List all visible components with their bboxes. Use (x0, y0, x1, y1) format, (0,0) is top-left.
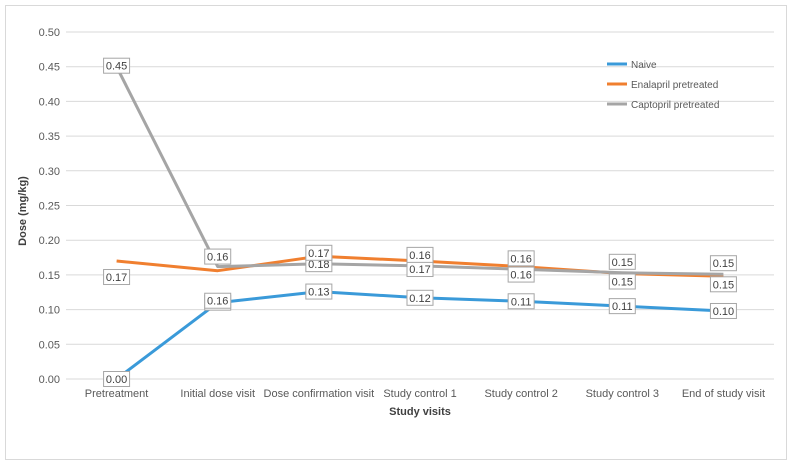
data-label: 0.16 (406, 246, 434, 263)
svg-text:0.16: 0.16 (510, 253, 531, 265)
data-label: 0.11 (507, 293, 535, 310)
y-tick-label: 0.25 (39, 201, 60, 213)
y-tick-label: 0.05 (39, 339, 60, 351)
legend-item: Enalapril pretreated (607, 80, 718, 91)
svg-text:0.12: 0.12 (409, 293, 430, 305)
svg-text:0.15: 0.15 (713, 258, 734, 270)
x-tick-label: Study control 1 (383, 388, 456, 400)
data-label: 0.45 (103, 57, 131, 74)
data-label: 0.15 (608, 273, 636, 290)
y-axis-ticks: 0.00 0.05 0.10 0.15 0.20 0.25 0.30 0.35 0.40 0.45… (39, 27, 60, 386)
svg-text:0.15: 0.15 (713, 279, 734, 291)
svg-text:0.17: 0.17 (409, 264, 430, 276)
y-tick-label: 0.40 (39, 96, 60, 108)
data-label: 0.17 (103, 269, 131, 286)
x-tick-label: Dose confirmation visit (264, 388, 375, 400)
data-label: 0.10 (709, 302, 737, 319)
legend-label: Naive (631, 60, 657, 71)
chart-frame: 0.00 0.05 0.10 0.15 0.20 0.25 0.30 0.35 0.40 0.45… (5, 5, 787, 460)
svg-text:0.17: 0.17 (308, 248, 329, 260)
data-label: 0.16 (507, 250, 535, 267)
line-chart: 0.00 0.05 0.10 0.15 0.20 0.25 0.30 0.35 0.40 0.45… (17, 27, 774, 418)
data-label: 0.15 (608, 253, 636, 270)
svg-text:0.45: 0.45 (106, 61, 127, 73)
svg-text:0.00: 0.00 (106, 374, 127, 386)
legend-item: Captopril pretreated (607, 100, 719, 111)
x-axis-title: Study visits (389, 406, 451, 418)
data-label: 0.12 (406, 289, 434, 306)
data-label: 0.16 (204, 292, 232, 309)
data-label: 0.11 (608, 298, 636, 315)
svg-text:0.13: 0.13 (308, 287, 329, 299)
y-tick-label: 0.00 (39, 374, 60, 386)
x-tick-label: Study control 3 (586, 388, 659, 400)
y-tick-label: 0.35 (39, 131, 60, 143)
svg-text:0.17: 0.17 (106, 272, 127, 284)
y-tick-label: 0.15 (39, 270, 60, 282)
legend-label: Enalapril pretreated (631, 80, 718, 91)
series-lines (115, 66, 724, 381)
x-axis-ticks: Pretreatment Initial dose visit Dose confi… (85, 388, 765, 400)
x-tick-label: End of study visit (682, 388, 765, 400)
x-tick-label: Initial dose visit (180, 388, 255, 400)
legend: Naive Enalapril pretreated Captopril pretr… (607, 60, 719, 111)
y-tick-label: 0.10 (39, 305, 60, 317)
y-tick-label: 0.30 (39, 166, 60, 178)
y-tick-label: 0.50 (39, 27, 60, 39)
svg-text:0.10: 0.10 (713, 306, 734, 318)
svg-text:0.16: 0.16 (207, 296, 228, 308)
data-label: 0.15 (709, 255, 737, 272)
y-tick-label: 0.20 (39, 235, 60, 247)
data-label: 0.16 (507, 266, 535, 283)
svg-text:0.11: 0.11 (511, 296, 532, 308)
gridlines (66, 31, 774, 380)
svg-text:0.11: 0.11 (612, 301, 633, 313)
x-tick-label: Pretreatment (85, 388, 149, 400)
svg-text:0.16: 0.16 (510, 270, 531, 282)
svg-text:0.16: 0.16 (207, 252, 228, 264)
y-axis-title: Dose (mg/kg) (17, 176, 29, 246)
svg-text:0.16: 0.16 (409, 250, 430, 262)
data-label: 0.17 (406, 261, 434, 278)
data-label: 0.15 (709, 276, 737, 293)
data-label: 0.17 (305, 244, 333, 261)
svg-text:0.15: 0.15 (612, 257, 633, 269)
y-tick-label: 0.45 (39, 62, 60, 74)
legend-item: Naive (607, 60, 657, 71)
svg-text:0.18: 0.18 (308, 259, 329, 271)
svg-text:0.15: 0.15 (612, 277, 633, 289)
legend-label: Captopril pretreated (631, 100, 719, 111)
data-label: 0.16 (204, 248, 232, 265)
data-label: 0.00 (103, 371, 131, 387)
x-tick-label: Study control 2 (484, 388, 557, 400)
data-label: 0.13 (305, 283, 333, 300)
data-labels: 0.000.110.130.120.110.110.100.170.160.18… (103, 57, 737, 387)
